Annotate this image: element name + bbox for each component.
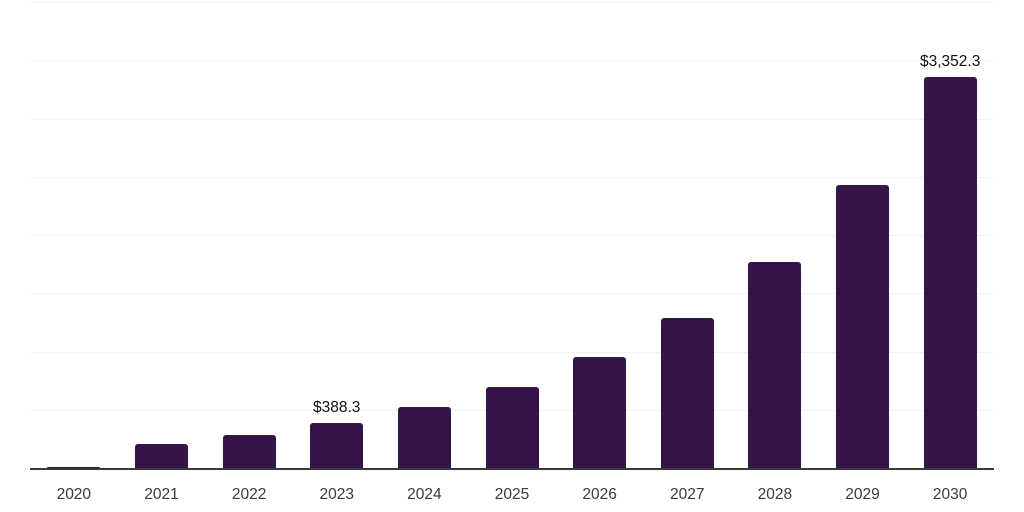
x-tick-label-2022: 2022 [231,486,267,503]
gridline [30,351,994,353]
x-tick-label-2023: 2023 [319,486,354,503]
x-tick-label-2030: 2030 [932,486,968,503]
gridline [30,118,994,120]
gridline [30,235,994,236]
x-tick-label-2026: 2026 [582,486,617,503]
x-tick-label-2029: 2029 [845,486,880,503]
bar-2029 [836,184,890,468]
gridline [30,293,994,295]
bar-2030 [923,77,977,468]
x-tick-label-2028: 2028 [757,486,793,503]
x-tick-label-2021: 2021 [144,486,179,503]
bar-2023 [310,422,364,468]
bar-2026 [573,357,627,468]
gridline [30,2,994,3]
bar-2025 [485,387,539,468]
bar-value-label-2030: $3,352.3 [920,53,981,71]
gridline [30,176,994,178]
x-tick-label-2024: 2024 [407,486,442,503]
bar-2021 [134,443,188,468]
bar-2022 [222,434,276,468]
bar-2020 [47,467,101,468]
x-axis-line [30,468,994,470]
x-tick-label-2025: 2025 [494,486,530,503]
bar-value-label-2023: $388.3 [313,398,361,416]
x-tick-label-2020: 2020 [56,486,92,503]
plot-area: 2020 2021 2022 2023 2024 2025 2026 2027 2028 2029… [30,0,994,512]
gridline [30,60,994,62]
bar-2028 [748,262,802,468]
x-tick-label-2027: 2027 [670,486,705,503]
bar-2027 [660,318,714,468]
bar-2024 [397,406,451,468]
